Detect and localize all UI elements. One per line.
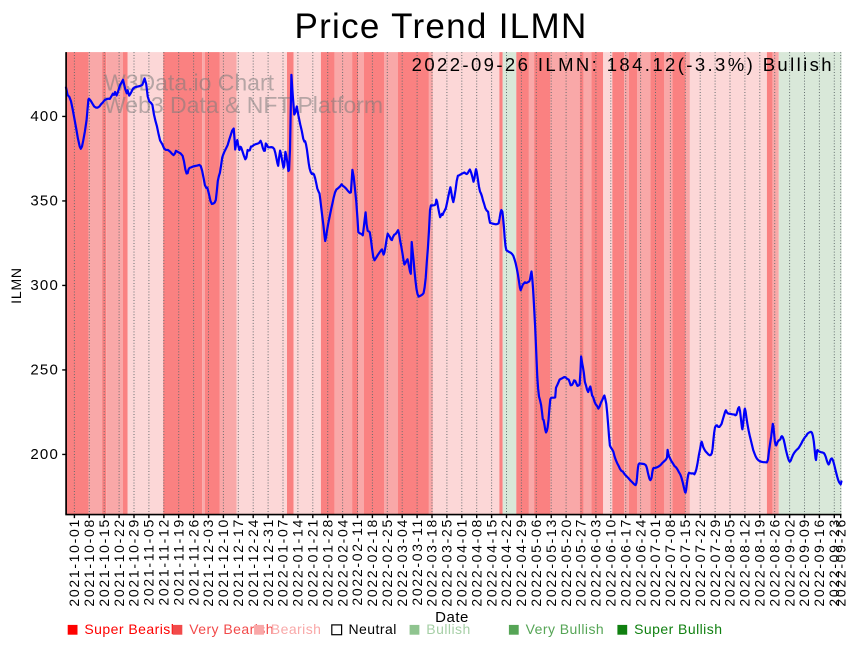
svg-text:2022-05-27: 2022-05-27 [573,518,589,607]
svg-text:2021-12-31: 2021-12-31 [260,518,276,607]
svg-text:2022-08-26: 2022-08-26 [766,518,782,607]
svg-text:Very Bearish: Very Bearish [189,621,274,637]
svg-text:Bullish: Bullish [426,621,470,637]
svg-text:250: 250 [30,362,59,379]
svg-text:2022-08-19: 2022-08-19 [752,518,768,607]
svg-text:400: 400 [30,108,59,125]
svg-text:2022-07-22: 2022-07-22 [692,518,708,607]
svg-text:2022-07-15: 2022-07-15 [677,518,693,607]
svg-text:2021-12-24: 2021-12-24 [245,518,261,607]
svg-text:2022-07-29: 2022-07-29 [707,518,723,607]
svg-text:Date: Date [435,609,469,626]
svg-text:2021-11-12: 2021-11-12 [156,518,172,606]
svg-text:Very Bullish: Very Bullish [526,621,605,637]
svg-text:2022-03-11: 2022-03-11 [409,518,425,606]
svg-text:2022-09-16: 2022-09-16 [811,518,827,607]
svg-text:ILMN: ILMN [8,267,24,304]
svg-text:2022-06-17: 2022-06-17 [617,518,633,607]
svg-text:2022-07-08: 2022-07-08 [662,518,678,607]
svg-text:2022-04-29: 2022-04-29 [513,518,529,607]
svg-text:2021-12-10: 2021-12-10 [215,518,231,607]
svg-text:2021-10-15: 2021-10-15 [96,518,112,607]
svg-text:2022-04-15: 2022-04-15 [483,518,499,607]
svg-text:2022-08-12: 2022-08-12 [737,518,753,607]
svg-text:2022-05-20: 2022-05-20 [558,518,574,607]
svg-text:2021-10-08: 2021-10-08 [81,518,97,607]
svg-text:2022-06-10: 2022-06-10 [603,518,619,607]
svg-text:Web3 Data & NFT Platform: Web3 Data & NFT Platform [104,92,383,118]
svg-text:Super Bearish: Super Bearish [84,621,179,637]
svg-text:2022-02-04: 2022-02-04 [334,518,350,607]
svg-text:2022-04-01: 2022-04-01 [454,518,470,607]
svg-text:2021-11-26: 2021-11-26 [185,518,201,606]
svg-text:2022-09-09: 2022-09-09 [796,518,812,607]
svg-text:2022-06-24: 2022-06-24 [632,518,648,607]
svg-text:300: 300 [30,277,59,294]
svg-text:2021-11-19: 2021-11-19 [170,518,186,606]
svg-text:2022-06-03: 2022-06-03 [588,518,604,607]
svg-text:2022-09-26 ILMN: 184.12(-3.3%): 2022-09-26 ILMN: 184.12(-3.3%) Bullish [412,54,834,75]
svg-text:2022-03-04: 2022-03-04 [394,518,410,607]
svg-text:2022-04-08: 2022-04-08 [468,518,484,607]
svg-text:2021-11-05: 2021-11-05 [141,518,157,606]
svg-text:Price Trend ILMN: Price Trend ILMN [294,7,587,46]
svg-text:2022-02-25: 2022-02-25 [379,518,395,607]
svg-text:2022-02-11: 2022-02-11 [349,518,365,606]
svg-text:2022-01-28: 2022-01-28 [319,518,335,607]
svg-text:2022-05-13: 2022-05-13 [543,518,559,607]
svg-text:2022-02-18: 2022-02-18 [364,518,380,607]
svg-text:2022-01-07: 2022-01-07 [275,518,291,607]
svg-text:2021-10-22: 2021-10-22 [111,518,127,607]
svg-text:2022-03-25: 2022-03-25 [439,518,455,607]
svg-text:2022-09-02: 2022-09-02 [781,518,797,607]
svg-text:2022-09-23: 2022-09-23 [826,518,842,607]
svg-text:2021-12-03: 2021-12-03 [200,518,216,607]
svg-text:2022-03-18: 2022-03-18 [424,518,440,607]
svg-text:2022-05-06: 2022-05-06 [528,518,544,607]
svg-text:2022-08-05: 2022-08-05 [722,518,738,607]
svg-text:2021-10-01: 2021-10-01 [66,518,82,607]
svg-text:Bearish: Bearish [271,621,322,637]
svg-text:2022-01-21: 2022-01-21 [305,518,321,607]
svg-text:2022-01-14: 2022-01-14 [290,518,306,607]
svg-text:2022-07-01: 2022-07-01 [647,518,663,607]
svg-text:2021-10-29: 2021-10-29 [126,518,142,607]
svg-text:2021-12-17: 2021-12-17 [230,518,246,607]
svg-text:2022-09-26: 2022-09-26 [832,518,848,607]
svg-text:Super Bullish: Super Bullish [634,621,722,637]
svg-text:2022-04-22: 2022-04-22 [498,518,514,607]
svg-text:Neutral: Neutral [349,621,397,637]
svg-text:200: 200 [30,446,59,463]
svg-text:350: 350 [30,193,59,210]
